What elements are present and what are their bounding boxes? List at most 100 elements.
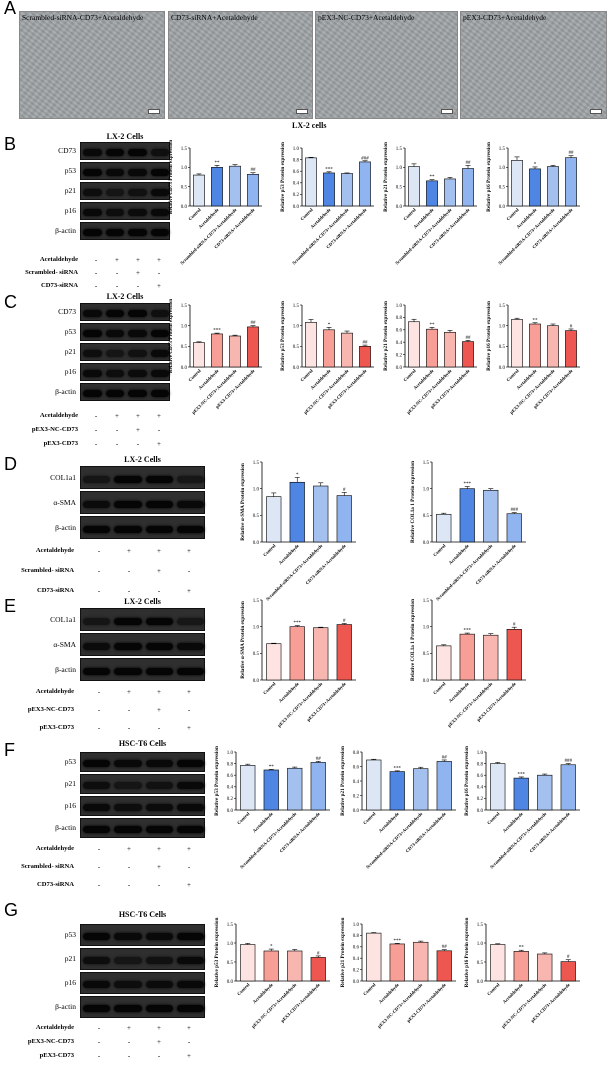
image-caption: pEX3-NC-CD73+Acetaldehyde	[318, 13, 415, 22]
y-tick-label: 1.0	[253, 625, 260, 630]
bar	[426, 328, 438, 368]
x-tick-label: pEX3-CD73+Acetaldehyde	[530, 982, 571, 1023]
y-tick-label: 0.6	[477, 774, 484, 779]
significance-mark: ##	[316, 757, 322, 762]
treatment-sign: +	[136, 256, 140, 264]
protein-band	[128, 189, 147, 196]
treatment-label: pEX3-CD73	[39, 724, 74, 731]
treatment-sign: +	[127, 845, 131, 853]
protein-band	[145, 642, 173, 650]
treatment-label: Acetaldehyde	[35, 688, 74, 695]
protein-band	[105, 310, 124, 317]
x-tick-label: pEX3-CD73+Acetaldehyde	[406, 982, 447, 1023]
x-tick-label: Acetaldehyde	[278, 543, 300, 565]
bar	[359, 161, 371, 207]
protein-band	[83, 782, 111, 789]
y-tick-label: 0.0	[181, 205, 188, 210]
significance-mark: #	[570, 324, 573, 329]
bar	[305, 322, 317, 368]
significance-mark: ***	[394, 766, 402, 771]
bar	[266, 643, 282, 681]
y-tick-label: 1.5	[499, 147, 506, 152]
bar	[513, 951, 529, 982]
treatment-label: Acetaldehyde	[35, 845, 74, 852]
x-tick-label: Control	[432, 681, 447, 696]
y-tick-label: 0.4	[353, 780, 360, 785]
y-tick-label: 0.8	[227, 762, 234, 767]
treatment-sign: -	[157, 724, 161, 732]
treatment-sign: -	[115, 282, 119, 290]
y-tick-label: 0.2	[353, 968, 360, 973]
significance-mark: ***	[464, 629, 472, 634]
x-tick-label: CD73-siRNA+Acetaldehyde	[529, 811, 571, 853]
protein-band	[114, 667, 142, 675]
treatment-label: pEX3-CD73	[43, 440, 78, 447]
significance-mark: **	[533, 318, 539, 323]
blot-cell-title: LX-2 Cells	[124, 597, 161, 606]
treatment-sign: -	[97, 567, 101, 575]
treatment-sign: -	[127, 1052, 131, 1060]
y-tick-label: 1.5	[477, 923, 484, 928]
y-axis-label: Relative p16 Protein expression	[464, 746, 470, 816]
protein-band	[83, 617, 111, 625]
significance-mark: ***	[294, 621, 302, 626]
y-tick-label: 0.6	[293, 170, 300, 175]
bar	[436, 645, 452, 681]
blot-strip	[80, 343, 170, 361]
treatment-sign: -	[94, 440, 98, 448]
blot-row-label: p53	[64, 757, 76, 766]
bar	[565, 330, 577, 368]
blot-strip	[80, 222, 170, 240]
protein-band	[128, 330, 147, 337]
y-tick-label: 0.5	[477, 961, 484, 966]
treatment-sign: -	[127, 1038, 131, 1046]
protein-band	[114, 804, 142, 811]
microscopy-image-2: CD73-siRNA+Acetaldehyde	[168, 11, 313, 119]
y-tick-label: 1.0	[353, 923, 360, 928]
x-tick-label: Control	[362, 811, 377, 826]
treatment-sign: +	[115, 412, 119, 420]
y-axis-label: Relative p21 Protein expression	[340, 746, 346, 816]
scale-bar	[590, 109, 602, 114]
x-tick-label: Control	[486, 982, 501, 997]
protein-band	[105, 209, 124, 216]
x-tick-label: Control	[505, 368, 520, 383]
treatment-sign: +	[187, 587, 191, 595]
protein-band	[145, 760, 173, 767]
bar-chart: Relative p21 Protein expression 0.0 0.2 0.4…	[340, 746, 456, 870]
significance-mark: *	[328, 323, 331, 328]
treatment-sign: +	[187, 881, 191, 889]
significance-mark: #	[343, 619, 346, 624]
treatment-sign: -	[97, 724, 101, 732]
y-tick-label: 0.6	[227, 774, 234, 779]
protein-band	[83, 149, 102, 156]
y-tick-label: 1.5	[423, 461, 430, 466]
protein-band	[114, 475, 142, 483]
protein-band	[114, 525, 142, 533]
bar-chart: Relative α-SMA Protein expression 0.0 0.5 1…	[240, 599, 356, 728]
protein-band	[145, 981, 173, 988]
treatment-label: Scrambled- siRNA	[21, 567, 74, 574]
blot-strip	[80, 796, 205, 816]
y-tick-label: 0.2	[353, 794, 360, 799]
bar	[436, 513, 452, 543]
bar	[193, 342, 205, 368]
bar	[336, 624, 352, 681]
significance-mark: #	[343, 488, 346, 493]
y-tick-label: 0.0	[423, 541, 430, 546]
bar	[263, 769, 279, 811]
bar	[366, 759, 382, 811]
blot-cell-title: HSC-T6 Cells	[118, 910, 167, 919]
blot-row-label: α-SMA	[53, 639, 76, 649]
significance-mark: ##	[251, 321, 257, 326]
x-tick-label: Control	[299, 207, 314, 222]
x-tick-label: Acetaldehyde	[252, 811, 274, 833]
blot-row-label: COL1a1	[50, 472, 76, 482]
protein-band	[176, 804, 204, 811]
treatment-label: CD73-siRNA	[37, 587, 74, 594]
bar	[229, 165, 241, 207]
protein-band	[150, 310, 169, 317]
panel-letter: B	[4, 134, 17, 154]
blot-row-label: β-actin	[55, 664, 76, 674]
y-tick-label: 0.2	[477, 797, 484, 802]
